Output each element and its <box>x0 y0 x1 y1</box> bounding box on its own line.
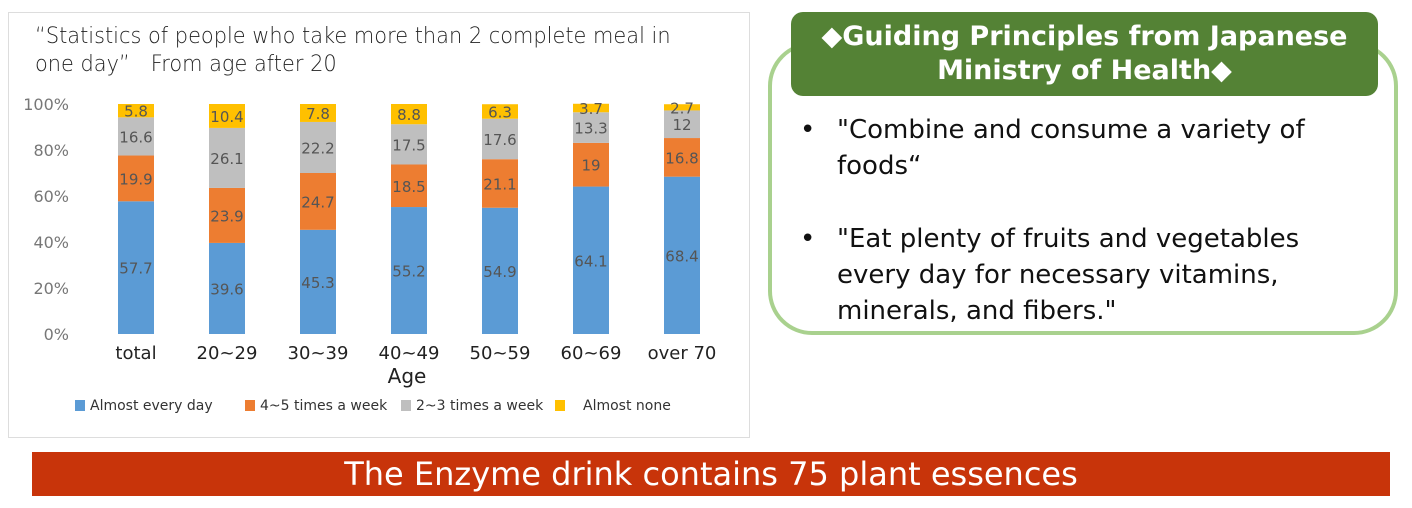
data-label: 64.1 <box>574 252 607 270</box>
data-label: 2.7 <box>670 99 694 117</box>
data-label: 22.2 <box>301 139 334 157</box>
data-label: 57.7 <box>119 260 152 278</box>
bar-segment <box>482 118 518 160</box>
bar-segment <box>209 187 245 243</box>
legend-swatch <box>245 400 255 411</box>
legend-swatch <box>75 400 85 411</box>
x-tick-label: total <box>115 343 156 364</box>
bar-segment <box>391 124 427 165</box>
bullet-icon: • <box>800 115 816 145</box>
legend-label: Almost none <box>583 398 671 414</box>
principle-item: • "Eat plenty of fruits and vegetables e… <box>800 221 1360 329</box>
data-label: 68.4 <box>665 247 698 265</box>
data-label: 6.3 <box>488 103 512 121</box>
stacked-bar-chart: 0% 20% 40% 60% 80% 100% 57.7 19.9 16.6 5.8 total 39… <box>23 95 717 414</box>
data-label: 21.1 <box>483 175 516 193</box>
bar-segment <box>118 201 154 334</box>
data-label: 13.3 <box>574 120 607 138</box>
bar-segment <box>118 104 154 118</box>
principle-item: • "Combine and consume a variety of food… <box>800 112 1360 184</box>
data-label: 10.4 <box>210 108 243 126</box>
legend-label: 2~3 times a week <box>416 398 544 414</box>
x-tick-label: 50~59 <box>470 343 531 364</box>
data-label: 19 <box>581 157 600 175</box>
bar-segment <box>664 176 700 334</box>
y-tick-label: 60% <box>33 187 69 206</box>
data-label: 24.7 <box>301 193 334 211</box>
principles-header: ◆Guiding Principles from Japanese Minist… <box>791 12 1378 96</box>
bar-segment <box>573 103 609 113</box>
y-tick-label: 100% <box>23 95 69 114</box>
data-label: 54.9 <box>483 263 516 281</box>
bar-segment <box>664 110 700 139</box>
bar-segment <box>573 186 609 334</box>
x-tick-label: 40~49 <box>379 343 440 364</box>
bar-segment <box>482 207 518 334</box>
legend-swatch <box>555 400 565 411</box>
bar-segment <box>573 112 609 143</box>
principle-text: "Eat plenty of fruits and vegetables eve… <box>837 224 1300 326</box>
data-label: 17.6 <box>483 131 516 149</box>
legend-swatch <box>401 400 411 411</box>
bar-segment <box>118 117 154 156</box>
bar-segment <box>482 159 518 208</box>
bar-segment <box>391 164 427 208</box>
bar-segment <box>118 155 154 202</box>
bar-segment <box>664 104 700 111</box>
bar-segment <box>664 138 700 177</box>
data-label: 12 <box>672 116 691 134</box>
data-label: 17.5 <box>392 136 425 154</box>
x-tick-label: 20~29 <box>197 343 258 364</box>
data-label: 18.5 <box>392 178 425 196</box>
data-label: 5.8 <box>124 103 148 121</box>
bar-segment <box>573 142 609 187</box>
bar-segment <box>300 104 336 122</box>
enzyme-banner: The Enzyme drink contains 75 plant essen… <box>32 452 1390 496</box>
data-label: 45.3 <box>301 274 334 292</box>
data-label: 19.9 <box>119 170 152 188</box>
data-label: 3.7 <box>579 100 603 118</box>
bar-segment <box>300 121 336 173</box>
bar-segment <box>482 104 518 119</box>
bar-segment <box>300 173 336 230</box>
bullet-icon: • <box>800 224 816 254</box>
data-label: 26.1 <box>210 150 243 168</box>
data-label: 23.9 <box>210 207 243 225</box>
legend-label: Almost every day <box>90 398 213 414</box>
data-label: 55.2 <box>392 263 425 281</box>
bar-segment <box>300 229 336 334</box>
chart-title: “Statistics of people who take more than… <box>35 24 671 77</box>
bar-segment <box>391 104 427 125</box>
y-tick-label: 0% <box>44 325 69 344</box>
data-label: 8.8 <box>397 106 421 124</box>
data-label: 39.6 <box>210 280 243 298</box>
data-label: 16.8 <box>665 149 698 167</box>
chart-container: “Statistics of people who take more than… <box>8 12 750 438</box>
y-tick-label: 20% <box>33 279 69 298</box>
bar-segment <box>391 207 427 334</box>
y-tick-label: 40% <box>33 233 69 252</box>
data-label: 16.6 <box>119 128 152 146</box>
x-axis-label: Age <box>388 364 427 388</box>
principle-text: "Combine and consume a variety of foods“ <box>837 115 1305 181</box>
bar-segment <box>209 104 245 128</box>
x-tick-label: 60~69 <box>561 343 622 364</box>
data-label: 7.8 <box>306 105 330 123</box>
bar-segment <box>209 242 245 334</box>
legend-label: 4~5 times a week <box>260 398 388 414</box>
bar-segment <box>209 127 245 188</box>
y-tick-label: 80% <box>33 141 69 160</box>
x-tick-label: 30~39 <box>288 343 349 364</box>
x-tick-label: over 70 <box>648 343 717 364</box>
